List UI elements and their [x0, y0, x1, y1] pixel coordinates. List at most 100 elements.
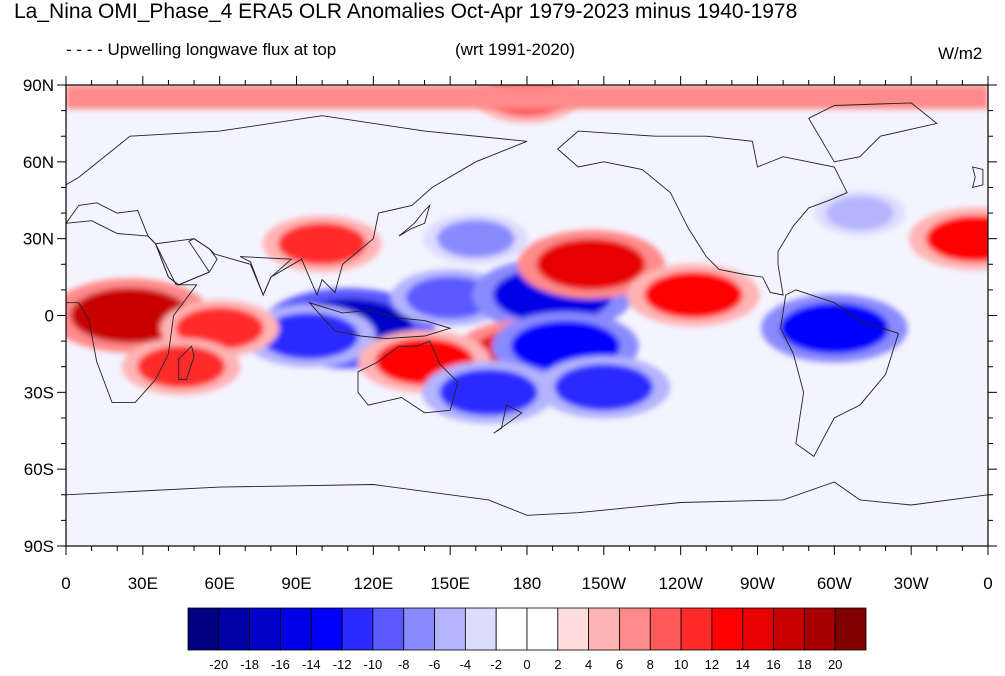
- longitude-labels: 0 30E 60E 90E 120E 150E 180 150W 120W 90W 60W 30W 0: [61, 574, 992, 593]
- anomaly-core-16: [436, 219, 515, 258]
- lon-label: 150E: [430, 574, 470, 593]
- reference-period: (wrt 1991-2020): [455, 40, 576, 59]
- lon-label: 60W: [817, 574, 852, 593]
- anomaly-core-14: [137, 345, 226, 388]
- colorbar-label: 18: [797, 657, 811, 672]
- colorbar-label: -6: [429, 657, 441, 672]
- lon-label: 150W: [582, 574, 626, 593]
- map-subtitle: - - - - Upwelling longwave flux at top: [66, 40, 337, 59]
- map-title: La_Nina OMI_Phase_4 ERA5 OLR Anomalies O…: [14, 0, 798, 23]
- colorbar-swatch: [588, 607, 620, 651]
- colorbar-swatch: [403, 607, 435, 651]
- colorbar-swatch: [187, 607, 220, 651]
- greenland-coastline: [808, 102, 938, 163]
- colorbar-label: 4: [585, 657, 592, 672]
- lat-label: 60N: [23, 153, 54, 172]
- colorbar-swatch: [803, 607, 836, 651]
- south-america-coastline: [780, 289, 899, 458]
- lat-label: 60S: [24, 460, 54, 479]
- colorbar-swatch: [434, 607, 466, 651]
- colorbar-label: -12: [333, 657, 352, 672]
- lon-label: 120E: [353, 574, 393, 593]
- colorbar-label: 14: [735, 657, 749, 672]
- lon-label: 180: [513, 574, 541, 593]
- colorbar-label: 0: [523, 657, 530, 672]
- colorbar-swatch: [310, 607, 343, 651]
- lon-label: 120W: [658, 574, 702, 593]
- antarctica-coastline: [66, 481, 988, 546]
- lon-label: 0: [983, 574, 992, 593]
- colorbar-swatch: [218, 607, 251, 651]
- lat-label: 90N: [23, 76, 54, 95]
- anomaly-core-2: [260, 312, 359, 360]
- madagascar-coastline: [178, 345, 195, 380]
- japan-coastline: [398, 203, 431, 237]
- anomaly-core-6: [644, 271, 743, 319]
- units-label: W/m2: [938, 44, 983, 63]
- latitude-labels: 90N 60N 30N 0 30S 60S 90S: [23, 76, 54, 556]
- colorbar-swatch: [619, 607, 651, 651]
- colorbar-swatch: [249, 607, 281, 651]
- anomaly-core-12: [554, 364, 654, 411]
- colorbar-label: -4: [460, 657, 472, 672]
- anomaly-core-15: [278, 222, 367, 265]
- anomaly-core-11: [439, 369, 538, 416]
- lat-label: 30S: [24, 383, 54, 402]
- colorbar-label: -16: [271, 657, 290, 672]
- colorbar-swatch: [711, 607, 744, 651]
- anomaly-core-13: [175, 307, 264, 350]
- australia-coastline: [357, 340, 459, 414]
- north-america-coastline: [557, 130, 848, 296]
- anomaly-core-17: [926, 215, 988, 262]
- lon-label: 30W: [894, 574, 929, 593]
- india-coastline: [239, 256, 293, 297]
- anomaly-core-3: [406, 276, 495, 319]
- colorbar-label: 10: [674, 657, 688, 672]
- arabia-coastline: [154, 238, 218, 286]
- anomaly-core-0: [70, 287, 190, 344]
- colorbar-label: 2: [554, 657, 561, 672]
- indonesia-coastline: [307, 301, 452, 340]
- colorbar-swatch: [557, 607, 590, 651]
- africa-coastline: [66, 220, 198, 404]
- colorbar-label: -18: [240, 657, 259, 672]
- new-zealand-coastline: [493, 404, 523, 434]
- lat-label: 90S: [24, 537, 54, 556]
- lon-label: 30E: [128, 574, 158, 593]
- colorbar-swatch: [495, 607, 528, 651]
- colorbar-label: -20: [209, 657, 228, 672]
- colorbar-label: 6: [616, 657, 623, 672]
- anomaly-core-5: [536, 238, 646, 290]
- anomaly-field: [66, 85, 988, 546]
- colorbar-swatch: [680, 607, 713, 651]
- colorbar-swatch: [773, 607, 805, 651]
- colorbar-label: -14: [302, 657, 321, 672]
- colorbar-swatch: [834, 607, 867, 651]
- anomaly-core-19: [826, 196, 894, 230]
- uk-coastline: [971, 166, 984, 189]
- axis-ticks: [57, 76, 997, 555]
- lat-label: 0: [45, 307, 54, 326]
- lon-label: 90W: [740, 574, 775, 593]
- colorbar-label: -8: [398, 657, 410, 672]
- colorbar-label: -10: [364, 657, 383, 672]
- colorbar-label: -2: [490, 657, 502, 672]
- lat-label: 30N: [23, 230, 54, 249]
- colorbar-swatch: [341, 607, 374, 651]
- colorbar-label: 8: [647, 657, 654, 672]
- colorbar: -20 -18 -16 -14 -12 -10 -8 -6 -4 -2 0 2 4 6 8 10 12 14 16 1…: [187, 607, 867, 672]
- lon-label: 60E: [205, 574, 235, 593]
- colorbar-swatch: [464, 607, 497, 651]
- colorbar-swatch: [280, 607, 312, 651]
- colorbar-swatch: [742, 607, 774, 651]
- arctic-band: [66, 85, 988, 109]
- colorbar-label: 20: [828, 657, 842, 672]
- colorbar-swatch: [649, 607, 682, 651]
- colorbar-swatch: [372, 607, 405, 651]
- colorbar-label: 12: [705, 657, 719, 672]
- lon-label: 0: [61, 574, 70, 593]
- colorbar-label: 16: [766, 657, 780, 672]
- anomaly-core-7: [779, 302, 889, 354]
- coastlines: [66, 102, 988, 546]
